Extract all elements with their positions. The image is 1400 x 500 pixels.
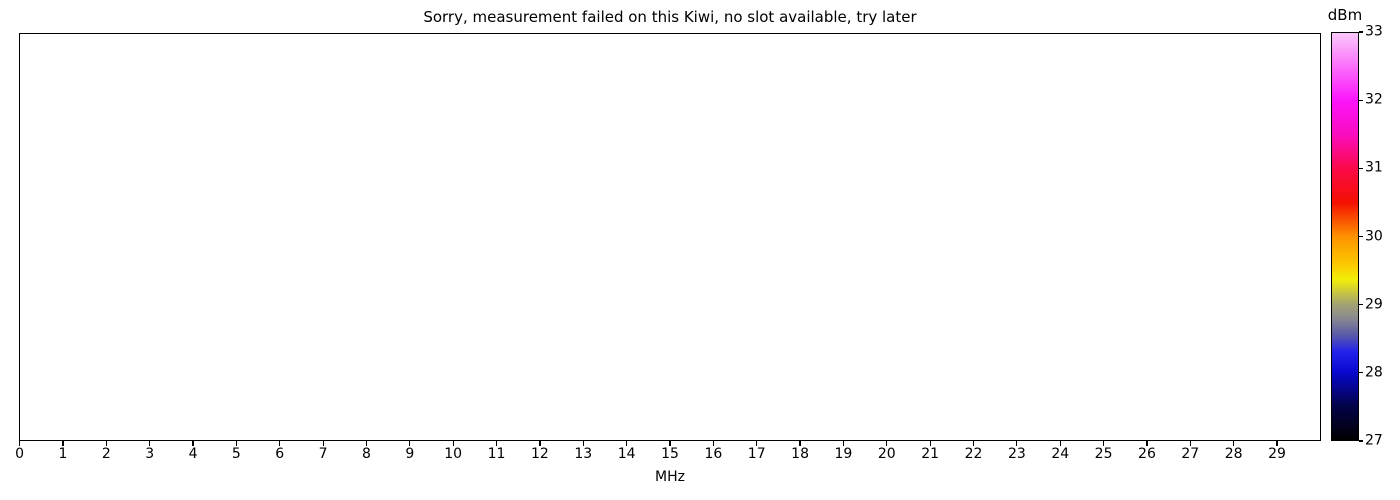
x-tick-mark xyxy=(756,441,758,446)
colorbar-tick-label: 28 xyxy=(1365,364,1383,381)
x-tick-label: 4 xyxy=(188,446,198,462)
x-tick-mark xyxy=(409,441,411,446)
colorbar-label: dBm xyxy=(1327,6,1363,24)
x-tick-label: 11 xyxy=(487,446,506,462)
x-tick-mark xyxy=(1276,441,1278,446)
x-tick-mark xyxy=(365,441,368,446)
x-tick-label: 22 xyxy=(964,446,983,462)
x-tick-mark xyxy=(842,441,845,446)
x-tick-mark xyxy=(1146,441,1148,446)
x-tick-label: 20 xyxy=(877,446,896,462)
x-tick-mark xyxy=(1016,441,1018,446)
x-tick-label: 15 xyxy=(661,446,679,462)
x-tick-mark xyxy=(582,441,584,446)
x-tick-mark xyxy=(105,441,107,446)
x-tick-label: 23 xyxy=(1007,446,1026,462)
x-tick-label: 0 xyxy=(15,446,25,462)
x-tick-label: 17 xyxy=(747,446,766,462)
colorbar-tick-mark xyxy=(1359,167,1363,169)
x-tick-mark xyxy=(495,441,498,446)
x-tick-label: 13 xyxy=(574,446,593,462)
x-tick-mark xyxy=(452,441,454,446)
x-tick-label: 25 xyxy=(1094,446,1113,462)
colorbar-tick-mark xyxy=(1359,99,1363,101)
colorbar-tick-label: 33 xyxy=(1365,23,1383,40)
x-tick-label: 10 xyxy=(444,446,463,462)
chart-title: Sorry, measurement failed on this Kiwi, … xyxy=(423,8,917,26)
x-tick-mark xyxy=(712,441,714,446)
x-axis-label: MHz xyxy=(655,469,685,485)
x-tick-label: 8 xyxy=(362,446,371,462)
x-tick-mark xyxy=(886,441,888,446)
x-tick-label: 24 xyxy=(1051,446,1070,462)
colorbar-tick-label: 27 xyxy=(1365,432,1383,449)
colorbar-tick-label: 29 xyxy=(1365,296,1383,313)
colorbar-tick-label: 32 xyxy=(1365,91,1383,108)
x-tick-mark xyxy=(322,441,324,446)
x-tick-label: 5 xyxy=(231,446,241,462)
x-tick-mark xyxy=(626,441,628,446)
colorbar-tick-mark xyxy=(1359,304,1363,306)
x-tick-mark xyxy=(799,441,801,446)
x-tick-label: 9 xyxy=(405,446,415,462)
x-tick-label: 1 xyxy=(58,446,68,462)
x-tick-mark xyxy=(669,441,671,446)
x-tick-label: 21 xyxy=(921,446,940,462)
x-tick-label: 29 xyxy=(1268,446,1286,462)
x-tick-mark xyxy=(149,441,151,446)
x-tick-label: 16 xyxy=(704,446,723,462)
colorbar-tick-label: 30 xyxy=(1365,228,1383,244)
x-tick-mark xyxy=(929,441,931,446)
x-tick-mark xyxy=(1059,441,1061,446)
x-tick-label: 19 xyxy=(834,446,853,462)
x-tick-label: 14 xyxy=(617,446,636,462)
x-tick-mark xyxy=(279,441,281,446)
x-tick-mark xyxy=(62,441,64,446)
x-tick-mark xyxy=(235,441,237,446)
x-tick-mark xyxy=(539,441,541,446)
x-tick-mark xyxy=(192,441,194,446)
colorbar-tick-mark xyxy=(1359,372,1363,374)
colorbar-tick-mark xyxy=(1359,440,1363,442)
x-tick-mark xyxy=(1103,441,1105,446)
colorbar-tick-mark xyxy=(1359,31,1363,33)
x-tick-label: 6 xyxy=(275,446,285,462)
x-tick-label: 2 xyxy=(101,446,111,462)
x-tick-label: 26 xyxy=(1138,446,1156,462)
x-tick-label: 27 xyxy=(1181,446,1200,462)
x-tick-label: 18 xyxy=(791,446,809,462)
x-tick-mark xyxy=(972,441,975,446)
colorbar-tick-label: 31 xyxy=(1365,159,1383,176)
colorbar-tick-mark xyxy=(1359,235,1363,238)
x-tick-mark xyxy=(19,441,21,446)
x-tick-label: 7 xyxy=(318,446,328,462)
plot-area xyxy=(19,33,1321,441)
x-tick-mark xyxy=(1233,441,1235,446)
x-tick-label: 12 xyxy=(530,446,549,462)
x-tick-label: 3 xyxy=(145,446,155,462)
x-tick-label: 28 xyxy=(1224,446,1243,462)
colorbar xyxy=(1331,32,1359,441)
x-tick-mark xyxy=(1189,441,1191,446)
